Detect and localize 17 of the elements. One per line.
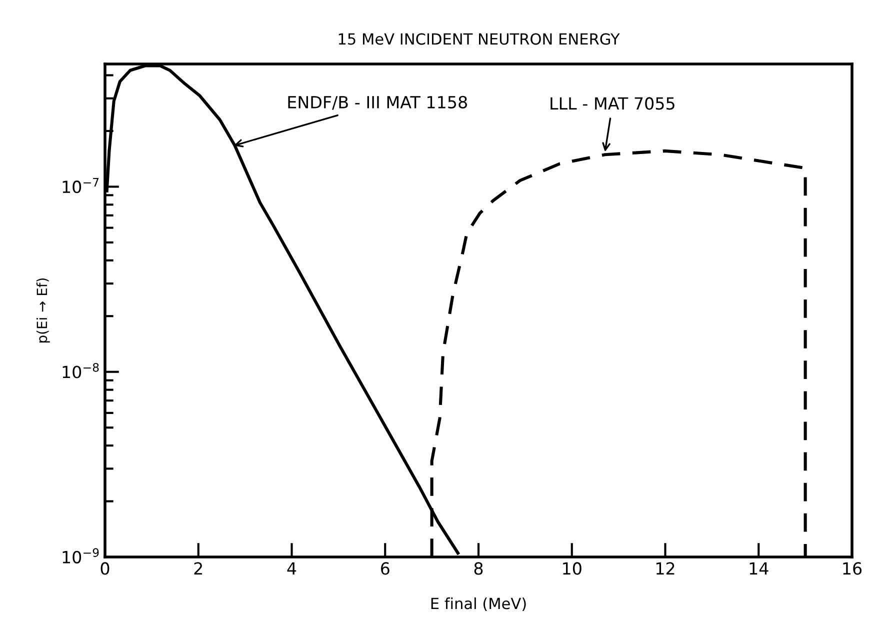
x-axis-title: E final (MeV)	[431, 597, 526, 612]
x-tick-label: 2	[194, 562, 202, 575]
x-tick-label: 8	[474, 562, 483, 575]
annotation: ENDF/B - III MAT 1158	[288, 96, 467, 110]
x-tick-label: 10	[563, 562, 582, 575]
x-tick-label: 4	[287, 562, 296, 575]
y-tick-label: 10$^{−8}$	[62, 363, 99, 378]
chart-title: 15 MeV INCIDENT NEUTRON ENERGY	[338, 33, 620, 45]
x-tick-label: 14	[750, 562, 768, 575]
x-tick-label: 16	[843, 562, 862, 575]
y-tick-label: 10$^{−9}$	[62, 548, 99, 564]
y-axis-title: p(Ei → Ef)	[36, 278, 50, 342]
x-tick-label: 6	[380, 562, 390, 575]
x-tick-label: 0	[100, 562, 110, 575]
annotation: LLL - MAT 7055	[550, 97, 674, 110]
x-tick-label: 12	[656, 562, 674, 575]
y-tick-label: 10$^{−7}$	[62, 178, 99, 194]
